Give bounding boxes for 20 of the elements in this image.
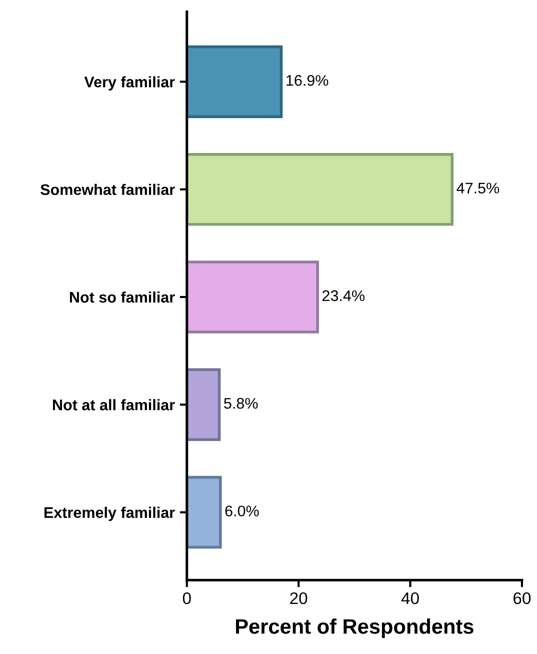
y-tick-label: Not at all familiar	[52, 399, 175, 410]
x-tick-label: 20	[290, 592, 308, 604]
bar	[186, 368, 221, 442]
y-tick-label: Not so familiar	[70, 291, 175, 303]
y-tick-label: Somewhat familiar	[40, 184, 175, 196]
data-label: 23.4%	[322, 290, 365, 302]
data-label: 47.5%	[456, 182, 500, 194]
bar	[186, 153, 454, 226]
x-tick-label: 0	[182, 592, 191, 604]
bar	[186, 260, 319, 334]
bar	[186, 476, 222, 549]
data-label: 5.8%	[224, 398, 258, 409]
x-axis-title: Percent of Respondents	[236, 618, 474, 638]
y-tick-label: Very familiar	[84, 76, 175, 90]
x-tick-label: 60	[514, 592, 531, 604]
x-tick-label: 40	[401, 592, 419, 604]
y-tick-label: Extremely familiar	[44, 506, 175, 521]
data-label: 6.0%	[225, 506, 259, 516]
bar	[186, 45, 283, 118]
data-label: 16.9%	[286, 75, 328, 86]
